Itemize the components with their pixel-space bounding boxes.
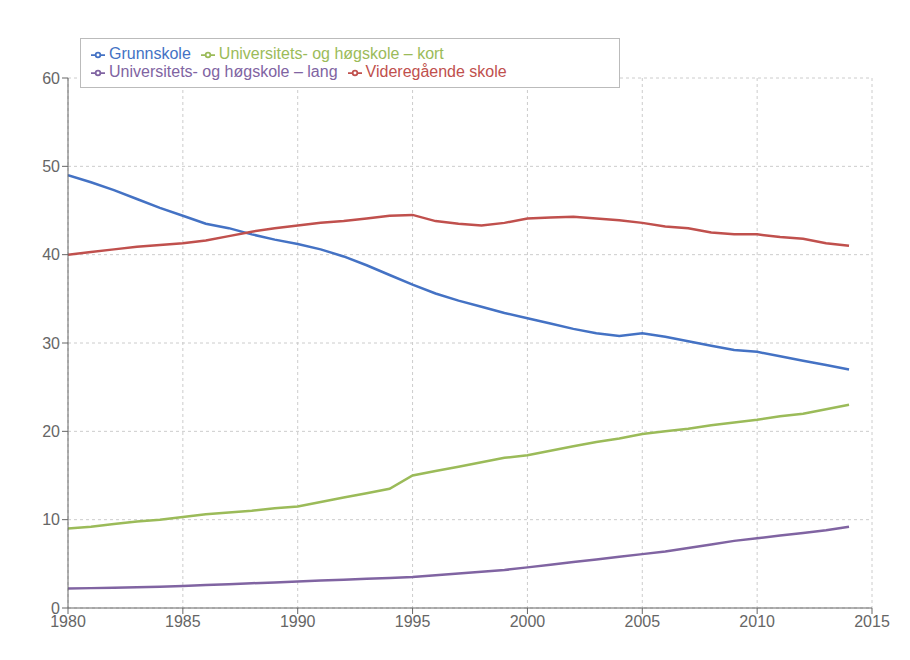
html-text:Universitets- og høgskole – la: Universitets- og høgskole – lang [109, 63, 338, 80]
svg-text:50: 50 [42, 158, 60, 175]
html-text:Universitets- og høgskole – ko: Universitets- og høgskole – kort [218, 45, 444, 62]
svg-text:20: 20 [42, 423, 60, 440]
svg-text:1990: 1990 [280, 613, 316, 630]
svg-text:40: 40 [42, 246, 60, 263]
svg-text:2010: 2010 [739, 613, 775, 630]
html-text:Grunnskole: Grunnskole [109, 45, 191, 62]
svg-text:10: 10 [42, 511, 60, 528]
svg-text:1980: 1980 [50, 613, 86, 631]
svg-text:2005: 2005 [624, 613, 660, 630]
svg-text:30: 30 [42, 335, 60, 352]
svg-text:2015: 2015 [854, 613, 890, 630]
html-text:Videregående skole: Videregående skole [365, 63, 507, 80]
svg-text:1995: 1995 [395, 613, 431, 630]
svg-text:0: 0 [51, 600, 60, 617]
svg-text:1985: 1985 [165, 613, 201, 630]
svg-text:60: 60 [42, 70, 60, 87]
svg-text:2000: 2000 [510, 613, 546, 630]
